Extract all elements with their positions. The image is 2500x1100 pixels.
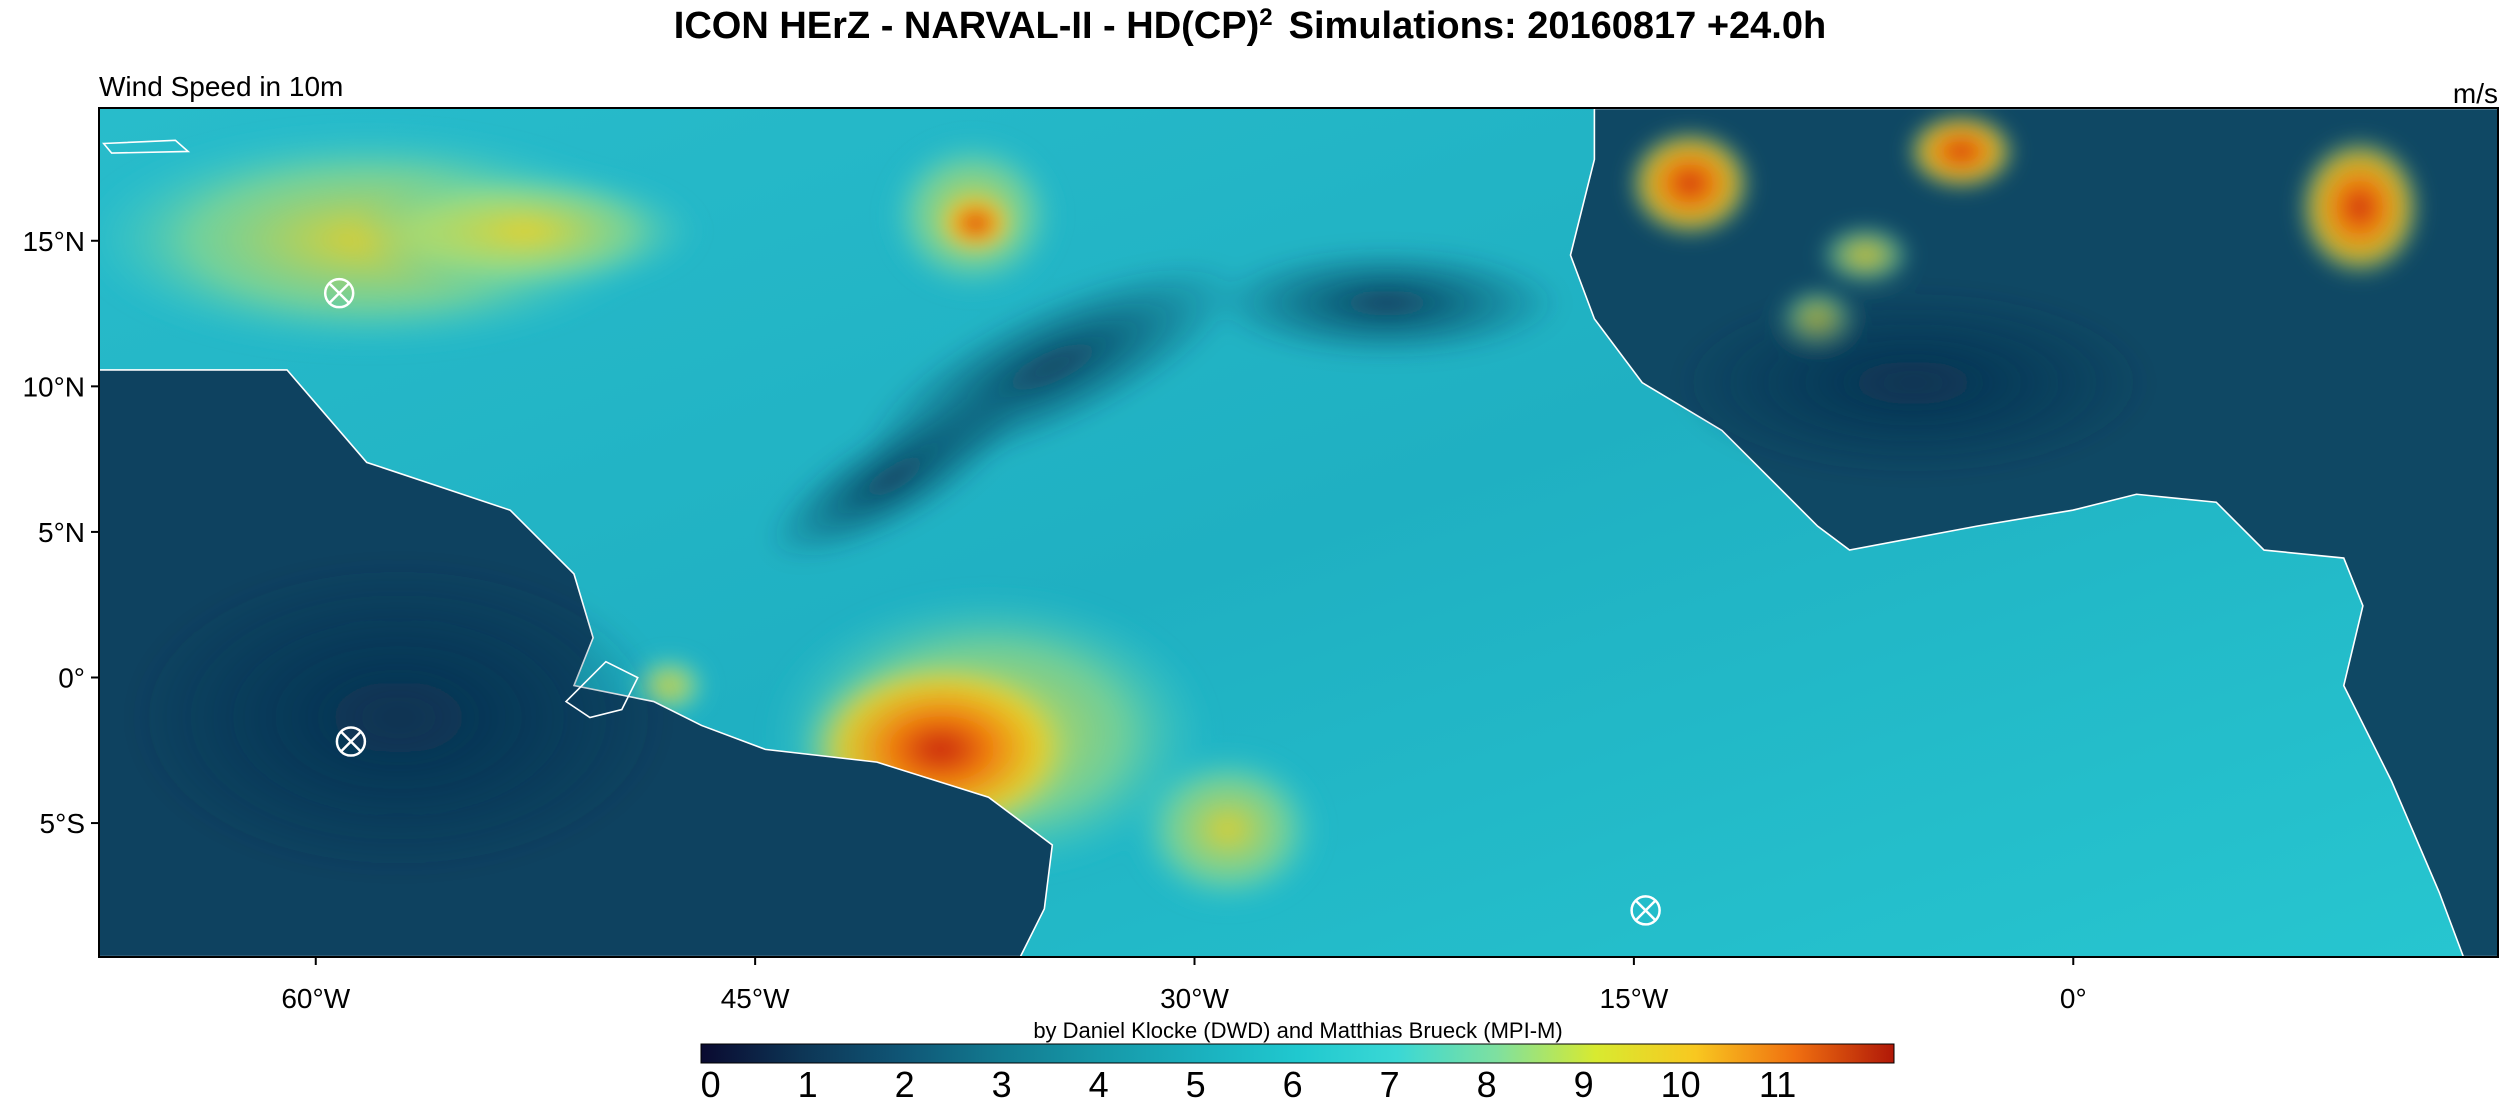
marker-circle (1630, 895, 1661, 926)
marker-cross (340, 730, 362, 753)
markers (323, 277, 1661, 926)
dropsonde-marker (335, 726, 367, 757)
y-tick-label: 0° (58, 662, 85, 693)
title: ICON HErZ - NARVAL-II - HD(CP)2 Simulatio… (674, 4, 1826, 48)
y-tick-label: 10°N (22, 371, 85, 402)
x-tick-label: 45°W (721, 983, 790, 1014)
units-label: m/s (2453, 78, 2498, 109)
title-suffix: Simulations: 20160817 +24.0h (1289, 5, 1827, 47)
colorbar-tick-label: 10 (1661, 1064, 1701, 1100)
colorbar-tick-label: 9 (1574, 1064, 1594, 1100)
colorbar-tick-label: 1 (798, 1064, 818, 1100)
dropsonde-marker (323, 277, 355, 309)
colorbar-tick-label: 0 (701, 1064, 721, 1100)
colorbar-tick-label: 11 (1759, 1064, 1796, 1100)
colorbar-tick-label: 6 (1283, 1064, 1303, 1100)
colorbar-tick-label: 7 (1380, 1064, 1400, 1100)
credit: by Daniel Klocke (DWD) and Matthias Brue… (1033, 1018, 1562, 1043)
colorbar (700, 1043, 1895, 1064)
x-tick-label: 15°W (1600, 983, 1669, 1014)
colorbar-labels: 0 1 2 3 4 5 6 7 8 9 10 11 (701, 1064, 1797, 1100)
marker-cross (1634, 899, 1657, 922)
x-tick-label: 30°W (1160, 983, 1229, 1014)
map-image (99, 108, 2498, 957)
marker-circle (323, 277, 355, 309)
colorbar-tick-label: 4 (1089, 1064, 1109, 1100)
y-tick-label: 5°N (38, 517, 85, 548)
colorbar-tick-label: 3 (992, 1064, 1012, 1100)
marker-circle (335, 726, 367, 757)
x-tick-label: 60°W (281, 983, 350, 1014)
colorbar-tick-label: 5 (1186, 1064, 1206, 1100)
y-tick-label: 5°S (40, 808, 85, 839)
dropsonde-marker (1630, 895, 1661, 926)
title-superscript: 2 (1259, 4, 1272, 31)
axes: 15°N 10°N 5°N 0° 5°S 60°W 45°W 30°W 15°W 0° (22, 226, 2086, 1014)
marker-cross (328, 282, 350, 304)
variable-label: Wind Speed in 10m (99, 71, 343, 102)
title-prefix: ICON HErZ - NARVAL-II - HD(CP) (674, 5, 1259, 47)
x-tick-label: 0° (2060, 983, 2087, 1014)
colorbar-tick-label: 2 (895, 1064, 915, 1100)
colorbar-tick-label: 8 (1477, 1064, 1497, 1100)
y-tick-label: 15°N (22, 226, 85, 257)
